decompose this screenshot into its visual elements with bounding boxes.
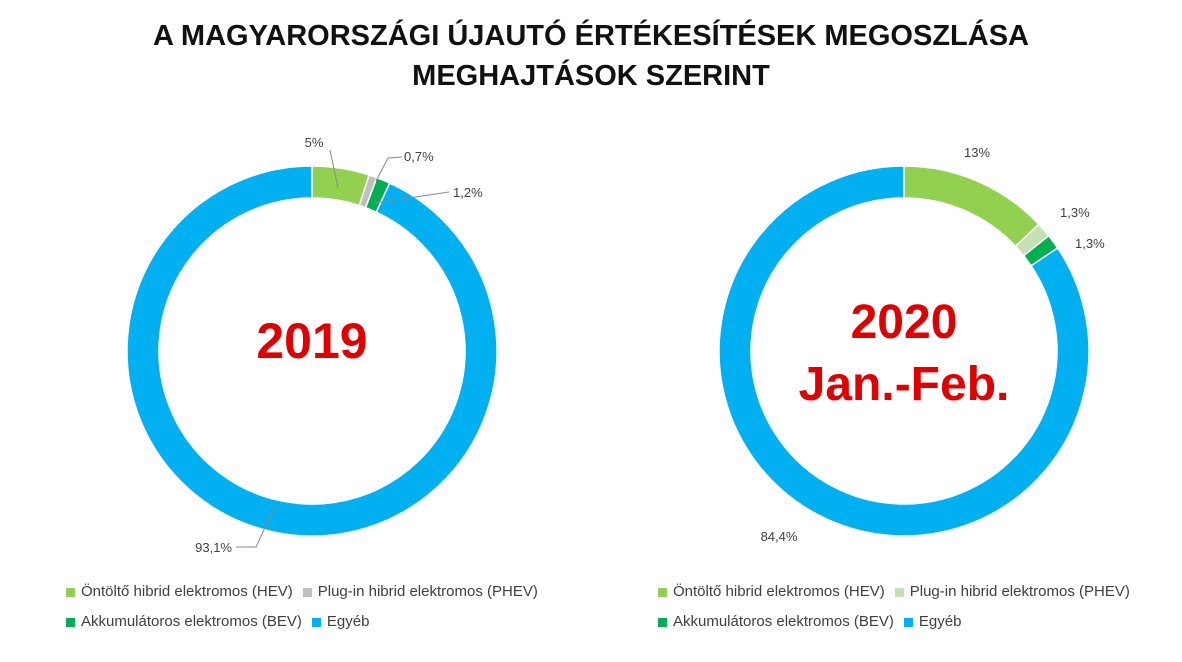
legend-label: Plug-in hibrid elektromos (PHEV) [909,583,1130,600]
center-label-1-1: 2019 [256,313,367,369]
leader-line-1-3 [374,191,450,204]
legend-swatch [66,617,75,627]
legend-item: Öntöltő hibrid elektromos (HEV) [66,582,293,602]
data-label-1-3: 1,2% [453,185,483,200]
legend-item: Egyéb [311,612,370,632]
legend-item: Akkumulátoros elektromos (BEV) [66,612,302,632]
leader-line-1-4 [236,505,276,548]
chart-title: A MAGYARORSZÁGI ÚJAUTÓ ÉRTÉKESÍTÉSEK MEG… [0,16,1182,96]
legend-label: Akkumulátoros elektromos (BEV) [673,613,894,630]
legend-row: Akkumulátoros elektromos (BEV) Egyéb [66,607,548,637]
leader-line-1-1 [329,149,339,189]
legend-swatch [302,587,312,597]
data-label-2-2: 1,3% [1060,205,1090,220]
data-label-1-4: 93,1% [195,540,232,555]
legend-swatch [66,587,75,597]
legend-label: Akkumulátoros elektromos (BEV) [81,613,302,630]
data-label-1-2: 0,7% [404,149,434,164]
legend-label: Egyéb [326,613,370,630]
data-label-2-3: 1,3% [1075,236,1105,251]
legend-label: Egyéb [918,613,962,630]
legend-swatch [903,617,913,627]
donut-slice-2-1 [903,165,1040,248]
data-label-2-4: 84,4% [761,529,798,544]
donut-slice-2-4 [718,165,1090,537]
title-line-1: A MAGYARORSZÁGI ÚJAUTÓ ÉRTÉKESÍTÉSEK MEG… [153,20,1029,52]
center-label-2-1: 2020 [851,296,958,349]
legend-item: Akkumulátoros elektromos (BEV) [658,612,894,632]
legend-row: Akkumulátoros elektromos (BEV) Egyéb [658,607,1140,637]
data-label-1-1: 5% [305,135,324,150]
legend-item: Öntöltő hibrid elektromos (HEV) [658,582,885,602]
legend-swatch [311,617,321,627]
center-label-2-2: Jan.-Feb. [799,358,1010,411]
legend-swatch [658,617,667,627]
legend-2020: Öntöltő hibrid elektromos (HEV) Plug-in h… [658,577,1140,637]
legend-label: Öntöltő hibrid elektromos (HEV) [81,583,293,600]
legend-swatch [894,587,904,597]
legend-item: Plug-in hibrid elektromos (PHEV) [894,582,1130,602]
legend-label: Öntöltő hibrid elektromos (HEV) [673,583,885,600]
legend-row: Öntöltő hibrid elektromos (HEV) Plug-in h… [66,577,548,607]
legend-2019: Öntöltő hibrid elektromos (HEV) Plug-in h… [66,577,548,637]
donut-slice-1-4 [126,165,498,537]
legend-row: Öntöltő hibrid elektromos (HEV) Plug-in h… [658,577,1140,607]
legend-item: Plug-in hibrid elektromos (PHEV) [302,582,538,602]
legend-swatch [658,587,667,597]
data-label-2-1: 13% [964,145,990,160]
legend-item: Egyéb [903,612,962,632]
title-line-2: MEGHAJTÁSOK SZERINT [412,60,770,92]
legend-label: Plug-in hibrid elektromos (PHEV) [317,583,538,600]
leader-line-1-2 [375,156,403,182]
